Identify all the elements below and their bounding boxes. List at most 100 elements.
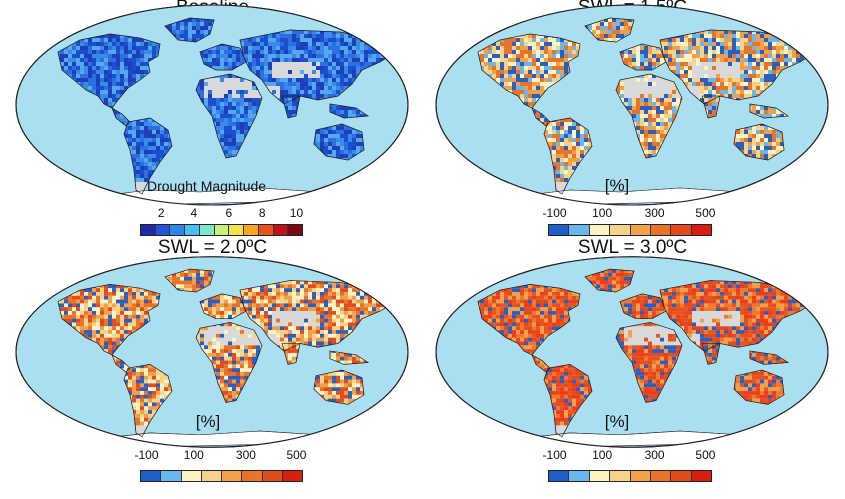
colorbar-tick-label: 8: [258, 206, 266, 220]
colorbar-tick-label: 6: [225, 206, 233, 220]
colorbar-swatch: [201, 471, 222, 481]
colorbar-swatch: [671, 471, 692, 481]
coastline: [111, 107, 131, 127]
colorbar-swatch: [650, 471, 672, 481]
coastline: [701, 95, 721, 119]
colorbar-tick-label: 4: [190, 206, 198, 220]
world-map: [435, 4, 829, 206]
coastline: [619, 293, 667, 319]
colorbar-swatch: [181, 471, 202, 481]
colorbar-label: Drought Magnitude: [147, 178, 267, 194]
colorbar-swatch: [589, 471, 611, 481]
colorbar-ticks: -100 100 300 500: [543, 448, 716, 462]
colorbar-swatch: [282, 471, 302, 481]
coastline: [195, 73, 263, 159]
colorbar: 2 4 6 8 10: [140, 206, 303, 242]
coastline: [584, 17, 635, 43]
coastline: [615, 322, 683, 403]
colorbar: -100 100 300 500: [135, 448, 307, 488]
colorbar-swatch: [610, 471, 631, 481]
coastline: [195, 322, 263, 403]
coastline: [164, 268, 215, 293]
colorbar-swatch: [141, 225, 156, 235]
colorbar-tick-label: 300: [644, 448, 665, 462]
coastline: [57, 284, 161, 356]
colorbar-swatch: [691, 225, 711, 235]
map-border: [435, 4, 829, 206]
colorbar-swatch: [214, 225, 230, 235]
coastline: [531, 354, 551, 373]
coastline: [477, 33, 581, 109]
colorbar-swatches: [140, 470, 303, 482]
colorbar-tick-label: 100: [592, 206, 613, 220]
colorbar-tick-label: 300: [235, 448, 256, 462]
colorbar-tick-label: -100: [542, 448, 567, 462]
colorbar-ticks: -100 100 300 500: [543, 206, 716, 220]
colorbar-swatch: [258, 225, 274, 235]
colorbar-tick-label: 100: [183, 448, 204, 462]
colorbar-swatch: [222, 471, 243, 481]
coastline: [615, 73, 683, 159]
coastline: [584, 268, 635, 293]
coastline: [701, 343, 721, 365]
colorbar-swatch: [610, 225, 631, 235]
units-label: [%]: [195, 412, 221, 431]
colorbar-ticks: 2 4 6 8 10: [140, 206, 303, 220]
coastline: [619, 43, 667, 71]
colorbar-swatch: [569, 225, 590, 235]
coastline: [123, 117, 173, 195]
panel-title: SWL = 2.0ºC: [157, 237, 268, 258]
coastline: [543, 117, 593, 195]
colorbar-tick-label: 300: [644, 206, 665, 220]
map-border: [15, 4, 409, 206]
coastline: [313, 123, 365, 161]
colorbar-swatch: [229, 225, 245, 235]
colorbar-swatch: [569, 471, 590, 481]
coastline: [733, 123, 785, 161]
colorbar-tick-label: -100: [134, 448, 159, 462]
colorbar-swatch: [691, 471, 711, 481]
colorbar-swatch: [244, 225, 259, 235]
coastline: [313, 369, 365, 405]
colorbar-tick-label: 500: [695, 448, 716, 462]
colorbar-swatch: [242, 471, 263, 481]
colorbar-tick-label: -100: [542, 206, 567, 220]
colorbar-tick-label: 2: [157, 206, 165, 220]
coastline: [477, 284, 581, 356]
colorbar: -100 100 300 500: [543, 206, 716, 242]
world-map: [15, 256, 409, 448]
colorbar: -100 100 300 500: [543, 448, 716, 488]
colorbar-tick-label: 500: [695, 206, 716, 220]
units-label: [%]: [604, 412, 630, 431]
colorbar-swatch: [549, 471, 570, 481]
colorbar-swatch: [170, 225, 186, 235]
colorbar-swatch: [273, 225, 289, 235]
colorbar-ticks: -100 100 300 500: [135, 448, 307, 462]
colorbar-swatches: [548, 224, 712, 236]
coastline: [199, 293, 247, 319]
units-label: [%]: [604, 176, 630, 195]
coastline: [123, 364, 173, 438]
coastline: [543, 364, 593, 438]
colorbar-swatch: [589, 225, 611, 235]
map-border: [435, 256, 829, 448]
coastline: [111, 354, 131, 373]
colorbar-swatch: [155, 225, 171, 235]
colorbar-swatch: [671, 225, 692, 235]
colorbar-swatch: [262, 471, 283, 481]
coastline: [733, 369, 785, 405]
colorbar-swatch: [549, 225, 570, 235]
coastline: [199, 43, 247, 71]
coastline: [329, 103, 370, 119]
colorbar-swatch: [161, 471, 182, 481]
coastline: [749, 103, 790, 119]
colorbar-swatch: [185, 225, 200, 235]
colorbar-swatch: [141, 471, 162, 481]
colorbar-tick-label: 10: [289, 206, 304, 220]
colorbar-swatch: [630, 471, 651, 481]
coastline: [57, 33, 161, 109]
colorbar-swatch: [650, 225, 672, 235]
colorbar-swatches: [548, 470, 712, 482]
